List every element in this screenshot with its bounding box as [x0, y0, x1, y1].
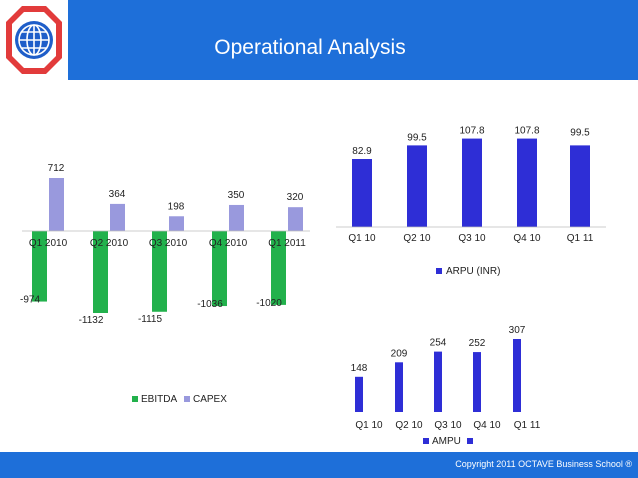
copyright-text: Copyright 2011 OCTAVE Business School ®	[455, 459, 632, 469]
arpu-bar	[462, 138, 482, 227]
x-tick-label: Q4 2010	[209, 238, 248, 249]
capex-bar	[110, 203, 125, 231]
x-tick-label: Q4 10	[513, 233, 541, 244]
capex-data-label: 364	[109, 189, 126, 200]
ampu-bar	[434, 351, 442, 412]
x-tick-label: Q1 2010	[29, 238, 68, 249]
x-tick-label: Q1 2011	[268, 238, 306, 249]
capex-bar	[229, 204, 244, 231]
capex-data-label: 350	[228, 190, 245, 201]
arpu-data-label: 99.5	[570, 127, 590, 138]
ebitda-data-label: -1115	[138, 314, 163, 325]
legend-label-capex: CAPEX	[193, 394, 227, 405]
header-bar: Operational Analysis	[0, 0, 638, 80]
capex-data-label: 198	[168, 201, 185, 212]
x-tick-label: Q3 10	[458, 233, 486, 244]
legend-label-ebitda: EBITDA	[141, 394, 177, 405]
arpu-bar	[352, 159, 372, 227]
arpu-bar	[570, 145, 590, 227]
x-tick-label: Q1 10	[348, 233, 376, 244]
legend-swatch-ampu-extra	[467, 438, 473, 444]
legend-label-ampu: AMPU	[432, 436, 461, 447]
ebitda-data-label: -1132	[79, 315, 104, 326]
legend-label-arpu: ARPU (INR)	[446, 266, 500, 277]
ampu-bar	[395, 362, 403, 412]
x-tick-label: Q3 10	[434, 420, 462, 431]
capex-bar	[49, 178, 64, 231]
ebitda-data-label: -974	[20, 295, 40, 306]
ampu-data-label: 254	[430, 338, 447, 349]
ebitda-bar	[93, 231, 108, 313]
ebitda-bar	[32, 231, 47, 302]
ebitda-bar	[212, 231, 227, 307]
x-tick-label: Q1 11	[514, 420, 541, 431]
legend-swatch-ebitda	[132, 396, 138, 402]
capex-data-label: 712	[48, 163, 65, 174]
x-tick-label: Q4 10	[473, 420, 501, 431]
legend-swatch-arpu	[436, 268, 442, 274]
ampu-data-label: 307	[509, 325, 526, 336]
legend-swatch-ampu	[423, 438, 429, 444]
legend-swatch-capex	[184, 396, 190, 402]
arpu-bar	[407, 145, 427, 227]
capex-bar	[288, 207, 303, 231]
ebitda-data-label: -1036	[197, 299, 223, 310]
page-title: Operational Analysis	[214, 36, 406, 59]
ampu-data-label: 148	[351, 363, 368, 374]
capex-data-label: 320	[287, 192, 304, 203]
ebitda-data-label: -1020	[256, 298, 282, 309]
ampu-data-label: 252	[469, 338, 486, 349]
capex-bar	[169, 216, 184, 231]
ampu-bar	[355, 376, 363, 412]
arpu-data-label: 107.8	[514, 126, 539, 137]
ampu-data-label: 209	[391, 348, 408, 359]
ebitda-bar	[271, 231, 286, 305]
x-tick-label: Q1 10	[355, 420, 383, 431]
ebitda-bar	[152, 231, 167, 312]
x-tick-label: Q3 2010	[149, 238, 188, 249]
arpu-data-label: 82.9	[352, 146, 372, 157]
ampu-bar	[513, 339, 521, 412]
x-tick-label: Q2 10	[395, 420, 423, 431]
x-tick-label: Q2 2010	[90, 238, 129, 249]
arpu-data-label: 99.5	[407, 132, 427, 143]
globe-logo-icon	[6, 6, 62, 74]
ampu-bar	[473, 352, 481, 412]
arpu-data-label: 107.8	[459, 126, 484, 137]
arpu-bar	[517, 138, 537, 227]
x-tick-label: Q1 11	[567, 233, 594, 244]
x-tick-label: Q2 10	[403, 233, 431, 244]
logo	[0, 0, 68, 80]
footer-bar: Copyright 2011 OCTAVE Business School ®	[0, 452, 638, 478]
